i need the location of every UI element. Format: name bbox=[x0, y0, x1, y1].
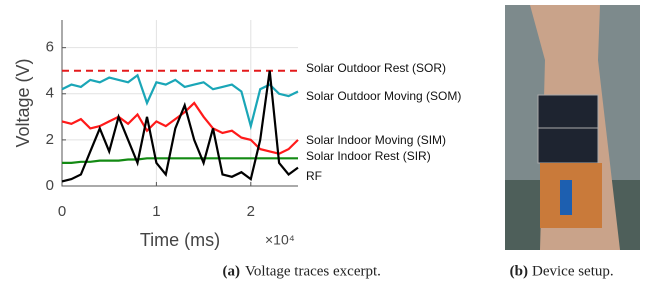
series-label: Solar Indoor Rest (SIR) bbox=[306, 149, 431, 163]
x-tick-label: 0 bbox=[58, 203, 66, 220]
series-label: Solar Indoor Moving (SIM) bbox=[306, 133, 446, 147]
series-line bbox=[62, 158, 298, 163]
device-photo bbox=[505, 5, 640, 250]
y-tick-label: 6 bbox=[46, 39, 54, 56]
y-axis-label: Voltage (V) bbox=[13, 58, 33, 147]
x-multiplier: ×10⁴ bbox=[265, 232, 295, 248]
caption-label: (b) bbox=[510, 263, 528, 279]
caption-label: (a) bbox=[223, 263, 241, 279]
figure: Voltage (V) Time (ms) ×10⁴ (a) Voltage t… bbox=[0, 0, 652, 291]
page: {"chart_data": {"type": "line", "ylabel"… bbox=[0, 0, 652, 291]
series-label: RF bbox=[306, 169, 322, 183]
caption-text: Device setup. bbox=[532, 263, 614, 279]
y-tick-label: 2 bbox=[46, 131, 54, 148]
y-tick-label: 0 bbox=[46, 177, 54, 194]
x-axis-label: Time (ms) bbox=[140, 230, 220, 250]
series-label: Solar Outdoor Moving (SOM) bbox=[306, 89, 461, 103]
caption-text: Voltage traces excerpt. bbox=[245, 263, 381, 279]
x-tick-label: 2 bbox=[247, 203, 255, 220]
x-tick-label: 1 bbox=[152, 203, 160, 220]
series-label: Solar Outdoor Rest (SOR) bbox=[306, 61, 446, 75]
y-tick-label: 4 bbox=[46, 85, 54, 102]
